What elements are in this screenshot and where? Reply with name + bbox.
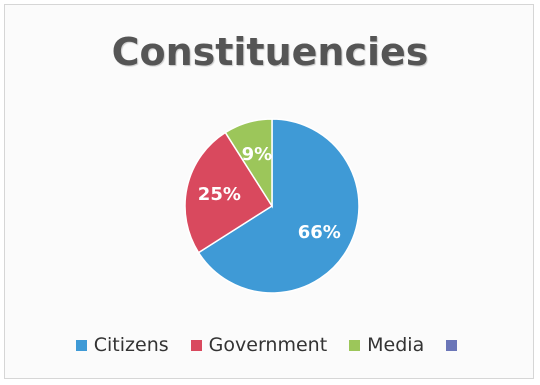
data-label-media: 9%	[242, 144, 273, 165]
legend-item-citizens: Citizens	[75, 334, 169, 356]
legend-item-unlabeled	[446, 339, 464, 351]
legend-swatch	[190, 339, 202, 351]
legend-item-media: Media	[349, 334, 424, 356]
legend-swatch	[75, 339, 87, 351]
chart-title: Constituencies	[111, 30, 429, 74]
legend-label: Citizens	[93, 334, 169, 356]
pie-slices	[184, 118, 360, 294]
pie-slice-citizens	[197, 118, 360, 294]
legend-swatch	[446, 339, 458, 351]
pie-labels: 66% 25%9%	[198, 144, 341, 243]
legend-item-government: Government	[190, 334, 328, 356]
legend-label: Media	[367, 334, 425, 356]
pie-slice-government	[184, 131, 274, 254]
pie-slice-media	[224, 118, 273, 209]
legend-label: Government	[208, 334, 328, 356]
data-label-government: 25%	[198, 184, 241, 205]
legend: Citizens Government Media	[0, 334, 540, 356]
legend-swatch	[349, 339, 361, 351]
data-label-citizens: 66%	[298, 222, 341, 243]
